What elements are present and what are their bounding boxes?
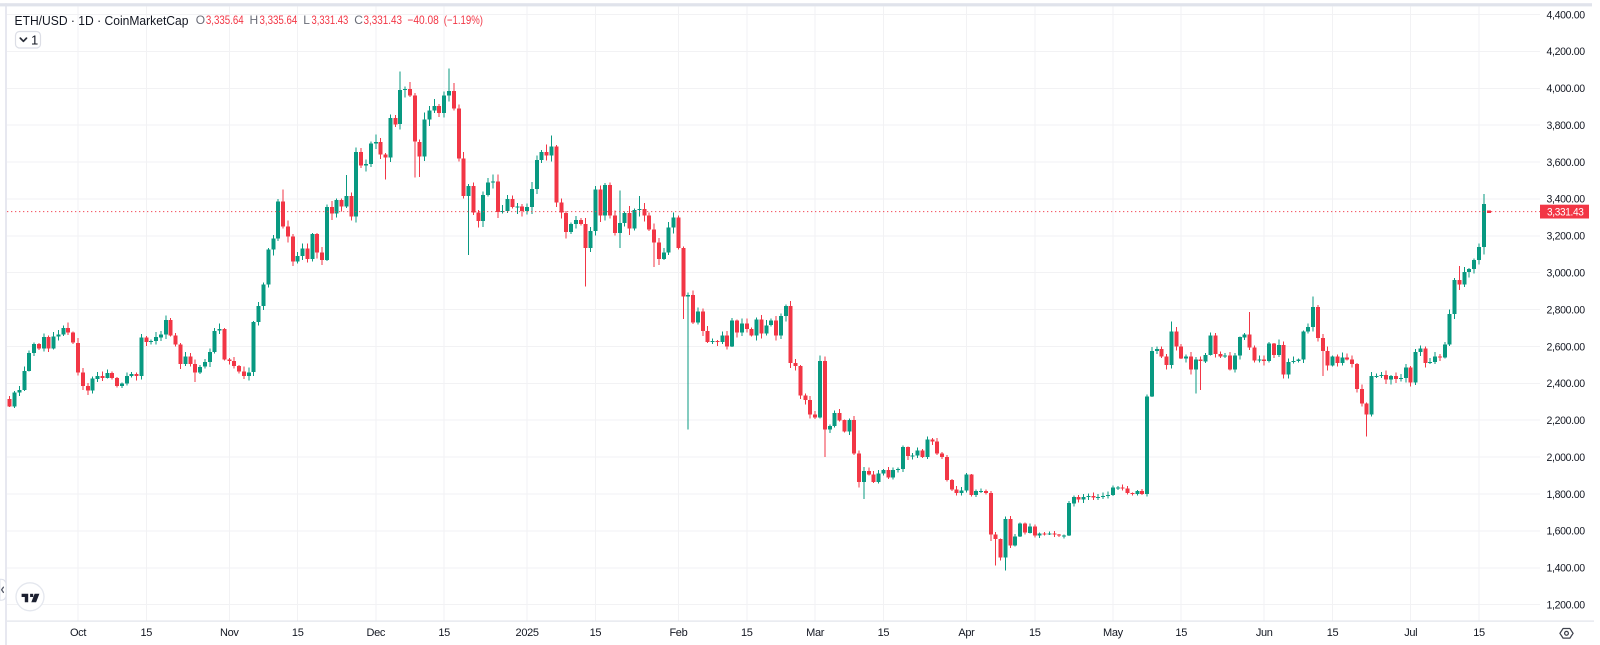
svg-text:15: 15 — [292, 627, 304, 639]
svg-text:1,800.00: 1,800.00 — [1547, 489, 1586, 501]
svg-text:2,400.00: 2,400.00 — [1547, 378, 1586, 390]
svg-text:3,335.64: 3,335.64 — [260, 13, 298, 27]
svg-text:2,000.00: 2,000.00 — [1547, 452, 1586, 464]
svg-text:−40.08: −40.08 — [407, 13, 439, 27]
svg-text:Jun: Jun — [1256, 627, 1273, 639]
svg-text:Dec: Dec — [367, 627, 386, 639]
svg-text:Mar: Mar — [806, 627, 825, 639]
svg-text:Oct: Oct — [70, 627, 86, 639]
svg-text:2025: 2025 — [516, 627, 539, 639]
svg-text:L: L — [303, 13, 310, 27]
svg-text:15: 15 — [438, 627, 450, 639]
svg-text:3,400.00: 3,400.00 — [1547, 194, 1586, 206]
svg-text:15: 15 — [590, 627, 602, 639]
svg-text:15: 15 — [1175, 627, 1187, 639]
svg-text:15: 15 — [141, 627, 153, 639]
svg-text:O: O — [196, 13, 205, 27]
svg-text:15: 15 — [1327, 627, 1339, 639]
svg-text:4,200.00: 4,200.00 — [1547, 46, 1586, 58]
svg-text:1,400.00: 1,400.00 — [1547, 563, 1586, 575]
svg-text:2,800.00: 2,800.00 — [1547, 304, 1586, 316]
svg-text:4,400.00: 4,400.00 — [1547, 9, 1586, 21]
svg-text:1,200.00: 1,200.00 — [1547, 600, 1586, 612]
svg-text:May: May — [1103, 627, 1124, 639]
svg-text:15: 15 — [878, 627, 890, 639]
svg-text:C: C — [354, 13, 363, 27]
svg-text:3,331.43: 3,331.43 — [312, 13, 349, 27]
svg-text:3,335.64: 3,335.64 — [206, 13, 244, 27]
svg-text:2,600.00: 2,600.00 — [1547, 341, 1586, 353]
svg-text:4,000.00: 4,000.00 — [1547, 83, 1586, 95]
svg-text:3,331.43: 3,331.43 — [1547, 206, 1584, 218]
svg-text:ETH/USD · 1D · CoinMarketCap: ETH/USD · 1D · CoinMarketCap — [15, 13, 189, 28]
svg-text:15: 15 — [741, 627, 753, 639]
svg-text:15: 15 — [1473, 627, 1485, 639]
svg-text:3,200.00: 3,200.00 — [1547, 231, 1586, 243]
svg-text:(−1.19%): (−1.19%) — [444, 13, 483, 27]
svg-text:2,200.00: 2,200.00 — [1547, 415, 1586, 427]
svg-text:Jul: Jul — [1404, 627, 1417, 639]
svg-text:Feb: Feb — [669, 627, 687, 639]
svg-text:3,000.00: 3,000.00 — [1547, 268, 1586, 280]
svg-text:H: H — [250, 13, 259, 27]
svg-text:Apr: Apr — [958, 627, 975, 639]
svg-text:Nov: Nov — [220, 627, 239, 639]
svg-text:1: 1 — [31, 32, 38, 47]
svg-text:15: 15 — [1029, 627, 1041, 639]
svg-text:3,331.43: 3,331.43 — [364, 13, 403, 27]
svg-text:3,800.00: 3,800.00 — [1547, 120, 1586, 132]
svg-text:3,600.00: 3,600.00 — [1547, 157, 1586, 169]
svg-text:1,600.00: 1,600.00 — [1547, 526, 1586, 538]
